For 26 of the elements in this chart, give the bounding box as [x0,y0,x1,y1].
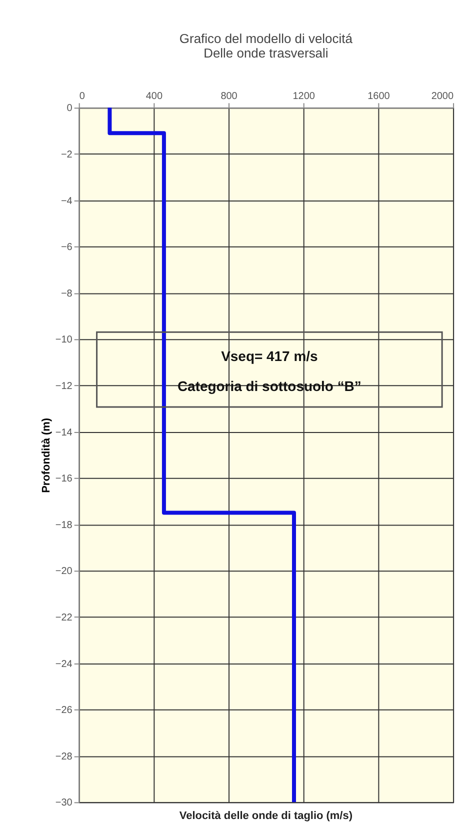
text: Delle onde trasversali [204,46,328,61]
y-tick-label: −10 [55,334,73,346]
x-tick-label: 1600 [368,91,390,102]
x-tick-label: 800 [220,91,238,102]
y-tick-label: −20 [55,566,73,578]
x-axis-title: Velocità delle onde di taglio (m/s) [179,810,353,822]
y-tick-label: −16 [55,474,73,485]
y-tick-label: −2 [60,149,73,160]
y-tick-label: −18 [55,520,73,531]
y-tick-label: −24 [55,658,73,670]
y-tick-label: −28 [55,751,73,762]
y-tick-label: −8 [60,288,73,300]
y-tick-label: −4 [60,196,73,207]
y-tick-label: −26 [55,705,73,716]
y-tick-label: −12 [55,380,73,392]
text: Grafico del modello di velocitá [179,30,352,46]
y-tick-label: −14 [55,427,73,438]
x-tick-label: 400 [146,91,163,102]
x-tick-label: 1200 [292,91,316,102]
y-axis-title: Profondità (m) [40,418,52,493]
x-tick-label: 0 [79,91,86,102]
y-tick-label: 0 [66,103,73,114]
x-tick-label: 2000 [431,91,454,102]
y-tick-label: −30 [55,798,73,809]
y-tick-label: −22 [55,612,73,624]
y-tick-label: −6 [60,242,73,254]
